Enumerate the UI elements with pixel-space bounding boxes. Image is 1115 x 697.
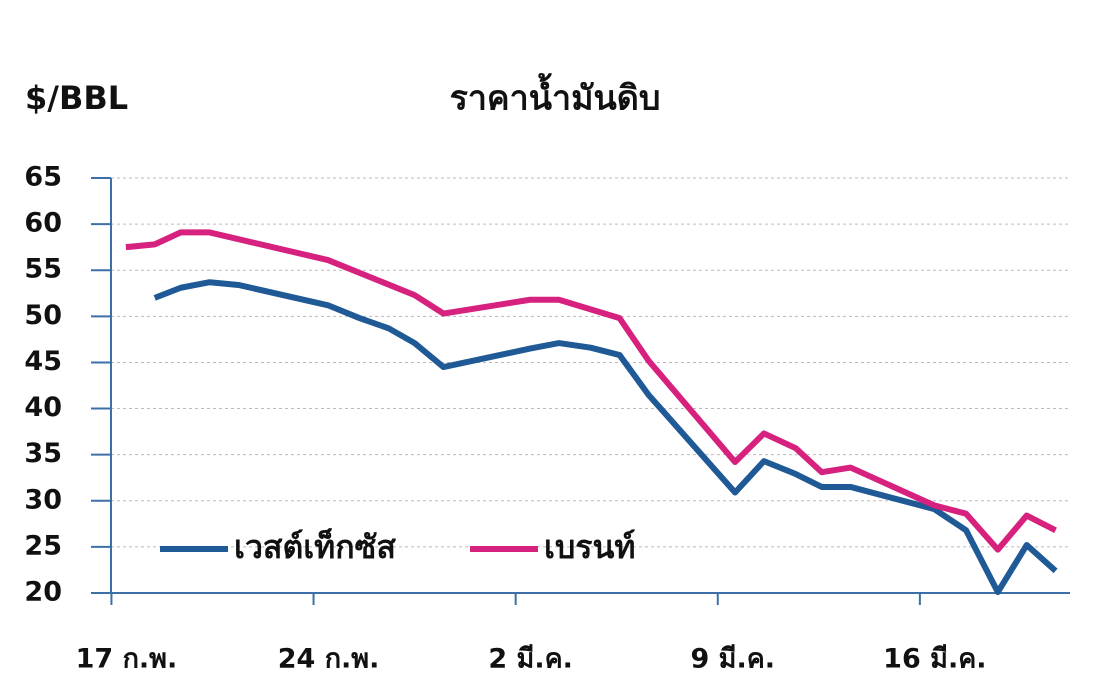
y-tick-label: 40 bbox=[24, 392, 62, 423]
x-tick-label: 24 ก.พ. bbox=[278, 644, 380, 675]
y-tick-label: 55 bbox=[24, 254, 62, 285]
y-tick-label: 30 bbox=[24, 484, 62, 515]
x-tick-label: 9 มี.ค. bbox=[690, 644, 775, 675]
legend-label: เวสต์เท็กซัส bbox=[234, 527, 396, 566]
y-tick-label: 35 bbox=[24, 438, 62, 469]
y-axis-label: $/BBL bbox=[25, 79, 128, 117]
legend-label: เบรนท์ bbox=[544, 528, 635, 566]
x-tick-label: 16 มี.ค. bbox=[883, 644, 986, 675]
series-line bbox=[153, 279, 1058, 596]
y-tick-label: 25 bbox=[24, 530, 62, 561]
y-tick-label: 50 bbox=[24, 300, 62, 331]
y-tick-label: 65 bbox=[24, 162, 62, 193]
x-tick-label: 17 ก.พ. bbox=[76, 644, 178, 675]
y-tick-label: 20 bbox=[24, 577, 62, 608]
y-tick-label: 60 bbox=[24, 208, 62, 239]
series-line bbox=[125, 229, 1057, 553]
chart-title: ราคาน้ำมันดิบ bbox=[450, 73, 661, 119]
y-tick-label: 45 bbox=[24, 346, 62, 377]
x-tick-label: 2 มี.ค. bbox=[488, 644, 573, 675]
